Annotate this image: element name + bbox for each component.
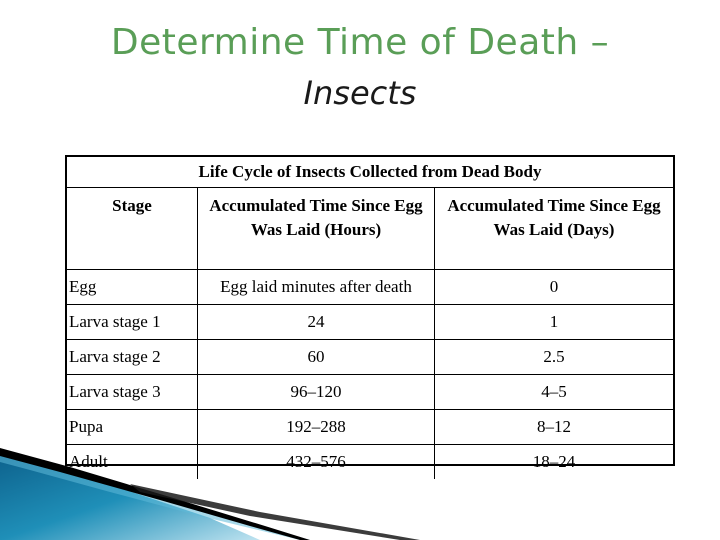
cell-stage: Larva stage 2	[67, 339, 198, 375]
cell-hours: 192–288	[197, 409, 435, 445]
cell-days: 0	[434, 269, 673, 305]
cell-days: 18–24	[434, 444, 673, 479]
cell-stage: Larva stage 1	[67, 304, 198, 340]
table-row: Larva stage 2 60 2.5	[67, 339, 673, 375]
cell-stage: Egg	[67, 269, 198, 305]
cell-hours: 60	[197, 339, 435, 375]
cell-days: 1	[434, 304, 673, 340]
cell-hours: 24	[197, 304, 435, 340]
slide-title: Determine Time of Death –	[110, 22, 610, 63]
cell-days: 4–5	[434, 374, 673, 410]
header-hours: Accumulated Time Since Egg Was Laid (Hou…	[197, 187, 435, 270]
table-caption: Life Cycle of Insects Collected from Dea…	[67, 157, 673, 188]
table-row: Egg Egg laid minutes after death 0	[67, 269, 673, 305]
slide-subtitle: Insects	[303, 74, 417, 112]
cell-days: 2.5	[434, 339, 673, 375]
table-row: Larva stage 3 96–120 4–5	[67, 374, 673, 410]
header-days: Accumulated Time Since Egg Was Laid (Day…	[447, 196, 661, 239]
table-row: Pupa 192–288 8–12	[67, 409, 673, 445]
corner-swoosh-decoration	[0, 448, 420, 540]
cell-hours: Egg laid minutes after death	[197, 269, 435, 305]
header-stage: Stage	[67, 187, 198, 270]
cell-stage: Adult	[67, 444, 198, 479]
cell-stage: Larva stage 3	[67, 374, 198, 410]
life-cycle-table: Life Cycle of Insects Collected from Dea…	[65, 155, 675, 479]
table-row: Adult 432–576 18–24	[67, 444, 673, 479]
cell-days: 8–12	[434, 409, 673, 445]
cell-hours: 432–576	[197, 444, 435, 479]
cell-hours: 96–120	[197, 374, 435, 410]
cell-stage: Pupa	[67, 409, 198, 445]
table-row: Larva stage 1 24 1	[67, 304, 673, 340]
